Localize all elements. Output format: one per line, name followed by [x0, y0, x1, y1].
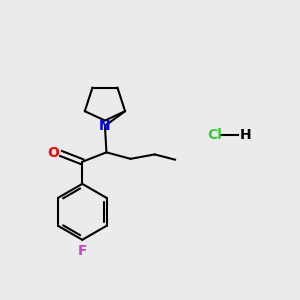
- Text: Cl: Cl: [207, 128, 222, 142]
- Text: H: H: [240, 128, 251, 142]
- Text: O: O: [47, 146, 59, 160]
- Text: F: F: [77, 244, 87, 258]
- Text: N: N: [99, 119, 111, 133]
